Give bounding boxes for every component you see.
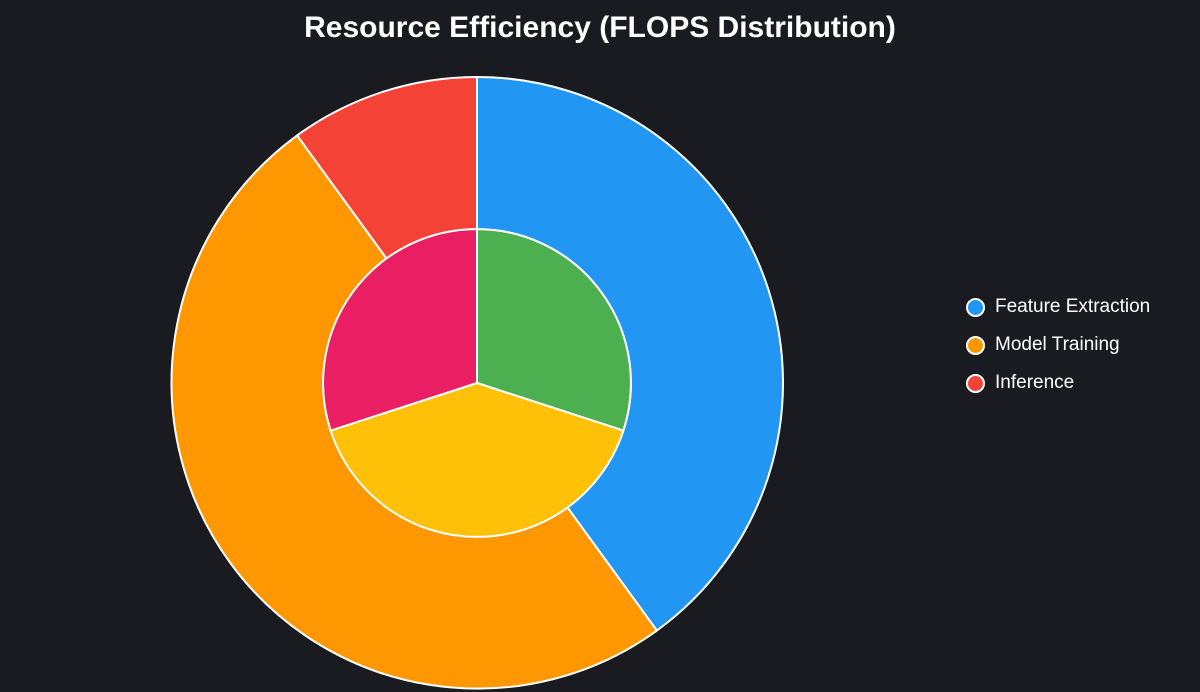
legend-marker-feature-extraction-icon: [966, 297, 985, 317]
inner-pie-segment-2[interactable]: [322, 228, 478, 432]
legend: Feature Extraction Model Training Infere…: [966, 288, 1150, 402]
legend-marker-inference-icon: [966, 373, 985, 393]
inner-pie-segment-1[interactable]: [329, 382, 625, 538]
legend-marker-model-training-icon: [966, 335, 985, 355]
legend-item-model-training[interactable]: Model Training: [966, 326, 1150, 364]
chart-title: Resource Efficiency (FLOPS Distribution): [304, 11, 896, 44]
legend-label: Inference: [995, 372, 1075, 393]
legend-item-inference[interactable]: Inference: [966, 364, 1150, 402]
legend-label: Model Training: [995, 334, 1120, 355]
legend-label: Feature Extraction: [995, 296, 1151, 317]
inner-pie-segment-0[interactable]: [476, 228, 632, 432]
legend-item-feature-extraction[interactable]: Feature Extraction: [966, 288, 1150, 326]
